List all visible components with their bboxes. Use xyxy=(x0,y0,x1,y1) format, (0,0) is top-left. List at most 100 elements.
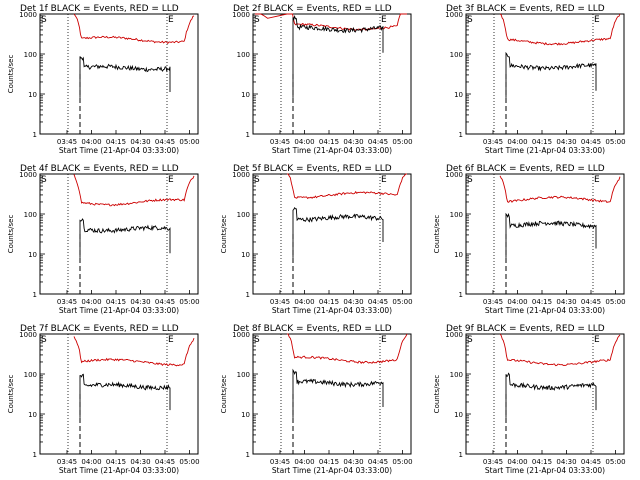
y-axis-label: Counts/sec xyxy=(7,55,15,94)
x-tick-label: 03:45 xyxy=(57,298,77,306)
y-tick-label: 1 xyxy=(246,131,250,139)
x-tick-label: 04:00 xyxy=(294,298,314,306)
x-tick-label: 04:00 xyxy=(294,458,314,466)
detector-panel: Det 2f BLACK = Events, RED = LLD 1 10 100 10… xyxy=(232,4,412,155)
y-tick-label: 1 xyxy=(459,451,463,459)
x-axis-label: Start Time (21-Apr-04 03:33:00) xyxy=(272,466,392,475)
y-tick-label: 10 xyxy=(241,411,250,419)
plot-frame xyxy=(465,333,625,455)
x-axis-label: Start Time (21-Apr-04 03:33:00) xyxy=(59,466,179,475)
x-tick-label: 04:15 xyxy=(532,458,552,466)
y-tick-label: 1000 xyxy=(445,331,463,339)
x-tick-label: 05:00 xyxy=(179,298,199,306)
x-tick-label: 04:30 xyxy=(556,298,576,306)
lld-series-line xyxy=(73,336,195,367)
start-marker: S xyxy=(467,15,473,25)
y-tick-label: 100 xyxy=(237,51,250,59)
y-tick-label: 100 xyxy=(24,371,37,379)
detector-panel: Det 6f BLACK = Events, RED = LLD 1 10 100 10… xyxy=(433,164,626,315)
x-tick-label: 05:00 xyxy=(179,458,199,466)
y-tick-label: 1 xyxy=(459,131,463,139)
y-tick-label: 10 xyxy=(28,91,37,99)
x-tick-label: 04:45 xyxy=(368,138,388,146)
y-tick-label: 1 xyxy=(246,451,250,459)
x-tick-label: 04:00 xyxy=(507,298,527,306)
y-tick-label: 1 xyxy=(246,291,250,299)
y-tick-label: 10 xyxy=(241,251,250,259)
x-tick-label: 04:15 xyxy=(532,138,552,146)
y-tick-label: 10 xyxy=(454,411,463,419)
chart-title: Det 6f BLACK = Events, RED = LLD xyxy=(446,164,605,174)
detector-panel: Det 9f BLACK = Events, RED = LLD 1 10 100 10… xyxy=(433,324,626,475)
events-series-line xyxy=(292,368,384,418)
y-tick-label: 100 xyxy=(24,51,37,59)
y-axis-label: Counts/sec xyxy=(7,215,15,254)
y-tick-label: 1000 xyxy=(19,171,37,179)
end-marker: E xyxy=(381,175,387,185)
chart-title: Det 5f BLACK = Events, RED = LLD xyxy=(233,164,392,174)
y-axis-label: Counts/sec xyxy=(220,215,228,254)
x-tick-label: 03:45 xyxy=(483,298,503,306)
detector-panel: Det 1f BLACK = Events, RED = LLD 1 10 100 10… xyxy=(7,4,200,155)
x-tick-label: 04:15 xyxy=(106,138,126,146)
end-marker: E xyxy=(168,15,174,25)
lld-series-line xyxy=(255,13,407,32)
x-tick-label: 04:15 xyxy=(319,138,339,146)
y-tick-label: 1 xyxy=(33,131,37,139)
x-tick-label: 03:45 xyxy=(270,138,290,146)
events-series-line xyxy=(79,56,171,98)
x-tick-label: 04:15 xyxy=(319,298,339,306)
x-tick-label: 05:00 xyxy=(605,138,625,146)
y-tick-label: 1 xyxy=(459,291,463,299)
y-tick-label: 100 xyxy=(237,371,250,379)
y-tick-label: 100 xyxy=(450,51,463,59)
end-marker: E xyxy=(594,335,600,345)
plot-frame xyxy=(39,13,199,135)
chart-title: Det 4f BLACK = Events, RED = LLD xyxy=(20,164,179,174)
end-marker: E xyxy=(381,335,387,345)
x-tick-label: 05:00 xyxy=(392,298,412,306)
end-marker: E xyxy=(168,335,174,345)
detector-panel: Det 5f BLACK = Events, RED = LLD 1 10 100 10… xyxy=(220,164,413,315)
start-marker: S xyxy=(254,15,260,25)
x-tick-label: 04:15 xyxy=(106,298,126,306)
detector-panel: Det 3f BLACK = Events, RED = LLD 1 10 100 10… xyxy=(445,4,625,155)
events-series-line xyxy=(79,218,171,258)
x-tick-label: 05:00 xyxy=(605,298,625,306)
events-series-line xyxy=(292,14,384,98)
y-tick-label: 1000 xyxy=(232,171,250,179)
x-axis-label: Start Time (21-Apr-04 03:33:00) xyxy=(485,306,605,315)
start-marker: S xyxy=(41,15,47,25)
plot-frame xyxy=(252,173,412,295)
x-axis-label: Start Time (21-Apr-04 03:33:00) xyxy=(272,146,392,155)
y-tick-label: 100 xyxy=(450,211,463,219)
lld-series-line xyxy=(73,13,195,45)
y-tick-label: 1 xyxy=(33,291,37,299)
x-tick-label: 04:45 xyxy=(368,298,388,306)
x-tick-label: 04:00 xyxy=(81,138,101,146)
x-tick-label: 04:30 xyxy=(343,138,363,146)
x-tick-label: 04:30 xyxy=(343,458,363,466)
x-tick-label: 04:15 xyxy=(532,298,552,306)
y-tick-label: 1000 xyxy=(232,11,250,19)
y-tick-label: 1000 xyxy=(445,11,463,19)
x-tick-label: 04:45 xyxy=(155,138,175,146)
events-series-line xyxy=(505,51,597,98)
events-series-line xyxy=(292,206,384,258)
end-marker: E xyxy=(381,15,387,25)
x-tick-label: 04:30 xyxy=(130,138,150,146)
x-tick-label: 04:45 xyxy=(581,138,601,146)
chart-title: Det 7f BLACK = Events, RED = LLD xyxy=(20,324,179,334)
x-tick-label: 05:00 xyxy=(179,138,199,146)
y-tick-label: 1000 xyxy=(445,171,463,179)
y-tick-label: 10 xyxy=(28,411,37,419)
y-tick-label: 10 xyxy=(454,91,463,99)
x-tick-label: 03:45 xyxy=(57,138,77,146)
chart-title: Det 9f BLACK = Events, RED = LLD xyxy=(446,324,605,334)
end-marker: E xyxy=(594,15,600,25)
y-tick-label: 100 xyxy=(24,211,37,219)
plot-frame xyxy=(252,333,412,455)
x-tick-label: 05:00 xyxy=(392,458,412,466)
x-tick-label: 04:15 xyxy=(106,458,126,466)
plot-frame xyxy=(39,173,199,295)
